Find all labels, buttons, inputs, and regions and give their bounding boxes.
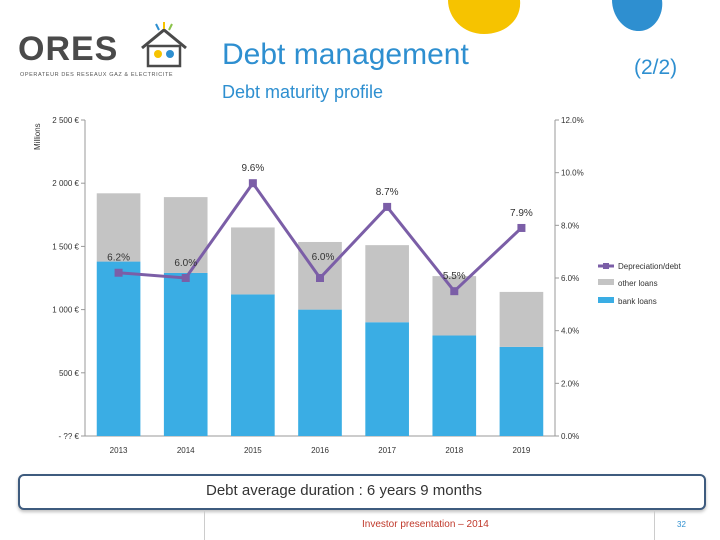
bar-bank-loans-2019 xyxy=(499,346,544,436)
left-tick-label: 1 000 € xyxy=(52,306,79,315)
depreciation-point-2014 xyxy=(181,274,190,282)
x-axis-labels: 2013 2014 2015 2016 2017 2018 2019 xyxy=(110,446,531,455)
bar-other-loans-2018 xyxy=(432,276,477,336)
left-tick-label: - ?? € xyxy=(59,432,80,441)
presentation-label: Investor presentation – 2014 xyxy=(362,519,489,530)
right-tick-label: 2.0% xyxy=(561,379,579,388)
page-number: 32 xyxy=(677,520,686,529)
bar-other-loans-2015 xyxy=(231,227,275,295)
right-tick-label: 6.0% xyxy=(561,274,579,283)
ores-logo: ORES OPERATEUR DES RESEAUX GAZ & ELECTRI… xyxy=(18,22,188,82)
x-tick-label-2015: 2015 xyxy=(244,446,262,455)
depreciation-label-2015: 9.6% xyxy=(241,163,264,174)
house-icon xyxy=(141,22,187,68)
bar-other-loans-2014 xyxy=(163,197,208,273)
depreciation-label-2013: 6.2% xyxy=(107,253,130,264)
logo-text: ORES xyxy=(18,30,119,68)
legend: Depreciation/debt other loans bank loans xyxy=(598,262,681,306)
left-tick-label: 500 € xyxy=(59,369,80,378)
legend-swatch-bank-loans xyxy=(598,297,614,303)
depreciation-point-2013 xyxy=(114,268,123,277)
legend-label-other-loans: other loans xyxy=(618,279,658,288)
x-tick-label-2016: 2016 xyxy=(311,446,329,455)
right-tick-label: 0.0% xyxy=(561,432,579,441)
chart-subtitle: Debt maturity profile xyxy=(222,82,384,102)
line-series-group: 6.2% 6.0% 9.6% 6.0% 8.7% 5.5% 7.9% xyxy=(107,163,533,296)
x-tick-label-2014: 2014 xyxy=(177,446,195,455)
depreciation-label-2018: 5.5% xyxy=(443,271,466,282)
x-tick-label-2013: 2013 xyxy=(110,446,128,455)
left-tick-label: 2 500 € xyxy=(52,116,79,125)
page-title: Debt management xyxy=(222,38,469,71)
bar-bank-loans-2014 xyxy=(163,272,208,436)
depreciation-label-2019: 7.9% xyxy=(510,208,533,219)
right-axis: 0.0% 2.0% 4.0% 6.0% 8.0% 10.0% 12.0% xyxy=(554,116,584,441)
left-tick-label: 2 000 € xyxy=(52,179,79,188)
left-tick-label: 1 500 € xyxy=(52,242,79,251)
logo-subtitle: OPERATEUR DES RESEAUX GAZ & ELECTRICITE xyxy=(20,72,174,78)
bar-other-loans-2013 xyxy=(96,193,141,262)
legend-swatch-other-loans xyxy=(598,279,614,285)
legend-marker-depreciation xyxy=(603,263,609,269)
divider-left xyxy=(204,510,205,540)
x-tick-label-2017: 2017 xyxy=(378,446,396,455)
right-tick-label: 4.0% xyxy=(561,327,579,336)
bar-bank-loans-2015 xyxy=(231,294,275,436)
depreciation-label-2014: 6.0% xyxy=(174,258,197,269)
depreciation-point-2017 xyxy=(383,202,392,211)
right-tick-label: 12.0% xyxy=(561,116,584,125)
bar-bank-loans-2013 xyxy=(96,261,141,436)
y-unit-label: Millions xyxy=(33,123,42,150)
legend-label-depreciation: Depreciation/debt xyxy=(618,262,681,271)
depreciation-point-2019 xyxy=(517,223,526,232)
bar-other-loans-2017 xyxy=(365,245,409,323)
bar-bank-loans-2018 xyxy=(432,335,477,436)
bar-bank-loans-2017 xyxy=(365,322,409,436)
depreciation-point-2016 xyxy=(316,274,324,282)
x-tick-label-2019: 2019 xyxy=(513,446,531,455)
depreciation-point-2018 xyxy=(450,287,459,296)
x-tick-label-2018: 2018 xyxy=(445,446,463,455)
divider-right xyxy=(654,510,655,540)
depreciation-label-2017: 8.7% xyxy=(376,187,399,198)
debt-duration-summary: Debt average duration : 6 years 9 months xyxy=(206,482,482,499)
summary-box xyxy=(18,474,706,510)
bars-group xyxy=(96,193,544,436)
legend-label-bank-loans: bank loans xyxy=(618,297,657,306)
right-tick-label: 8.0% xyxy=(561,221,579,230)
yellow-blob-shape xyxy=(448,0,521,34)
bar-bank-loans-2016 xyxy=(298,309,342,436)
depreciation-label-2016: 6.0% xyxy=(312,252,335,263)
bar-other-loans-2019 xyxy=(499,291,544,347)
right-tick-label: 10.0% xyxy=(561,169,584,178)
decorative-blobs xyxy=(448,0,663,34)
debt-maturity-chart: - ?? €500 €1 000 €1 500 €2 000 €2 500 € … xyxy=(33,116,681,455)
blue-blob-shape xyxy=(612,0,663,32)
depreciation-point-2015 xyxy=(248,179,257,188)
page-indicator: (2/2) xyxy=(634,56,678,79)
